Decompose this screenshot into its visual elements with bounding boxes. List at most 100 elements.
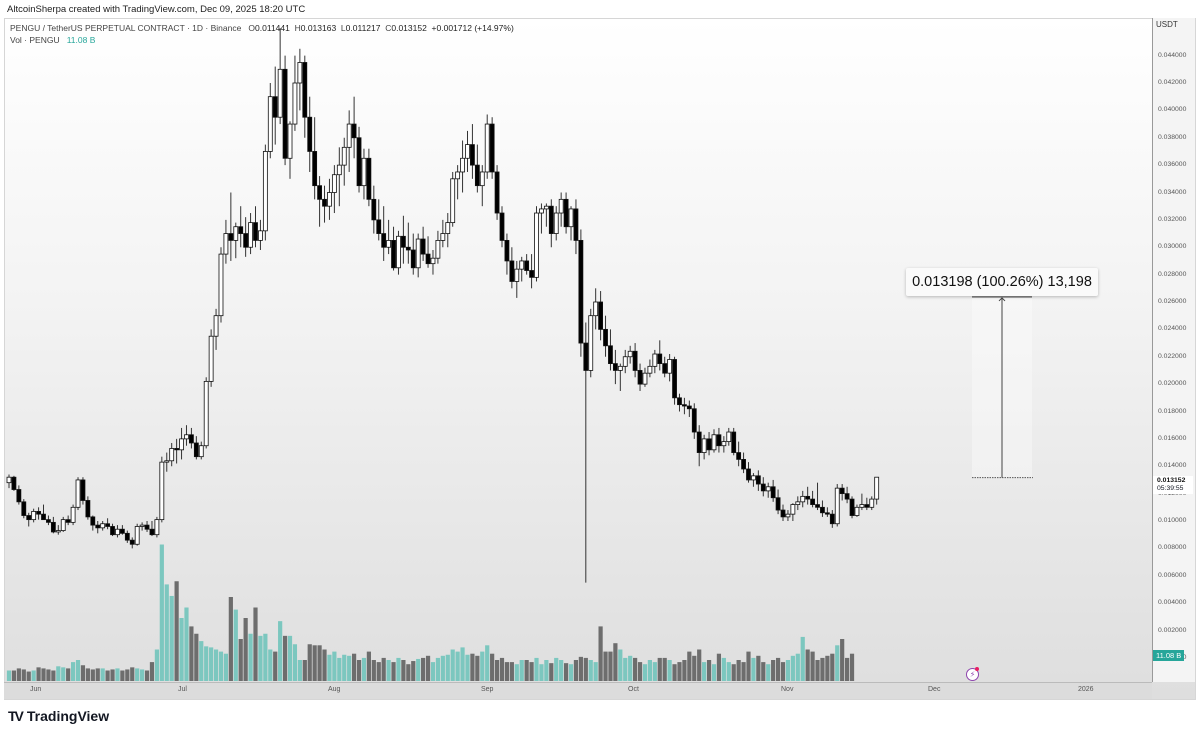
- candle-down: [282, 68, 288, 159]
- volume-bar: [563, 663, 569, 681]
- candle-down: [420, 238, 426, 255]
- volume-bar: [830, 653, 835, 681]
- candle-down: [105, 523, 110, 527]
- volume-bar: [618, 649, 623, 681]
- volume-label[interactable]: Vol · PENGU: [10, 35, 60, 45]
- candle-up: [198, 445, 204, 458]
- time-tick-label: Jun: [30, 686, 42, 693]
- candle-up: [336, 164, 342, 176]
- volume-bar: [312, 645, 317, 681]
- volume-bar: [238, 639, 243, 681]
- volume-bar: [746, 651, 751, 681]
- volume-bar: [667, 660, 672, 681]
- volume-bar: [337, 657, 342, 681]
- candle-down: [307, 116, 313, 152]
- volume-bar: [342, 654, 347, 681]
- candle-down: [26, 515, 32, 521]
- candle-up: [223, 233, 229, 255]
- lightning-event-icon[interactable]: ⚡: [966, 668, 979, 681]
- symbol-title[interactable]: PENGU / TetherUS PERPETUAL CONTRACT · 1D…: [10, 23, 242, 33]
- candle-down: [410, 249, 416, 269]
- candle-up: [292, 82, 298, 125]
- volume-bar: [213, 649, 219, 681]
- candle-up: [55, 530, 61, 533]
- volume-bar: [194, 633, 199, 681]
- candle-up: [785, 513, 791, 518]
- volume-bar: [529, 662, 534, 681]
- price-tick-label: 0.016000: [1158, 434, 1187, 442]
- volume-bar: [657, 657, 662, 681]
- change-value: +0.001712 (+14.97%): [431, 23, 514, 33]
- volume-bar: [568, 664, 574, 681]
- candle-up: [287, 123, 293, 159]
- volume-bar: [361, 657, 367, 681]
- candle-down: [189, 434, 194, 444]
- volume-bar: [475, 655, 480, 681]
- volume-bar: [736, 660, 741, 681]
- volume-bar: [228, 597, 233, 681]
- candle-up: [765, 486, 771, 492]
- price-tick-label: 0.030000: [1158, 243, 1187, 251]
- volume-bar: [603, 651, 608, 681]
- candle-down: [11, 476, 17, 490]
- candle-up: [164, 460, 170, 463]
- candle-down: [563, 198, 569, 228]
- candle-down: [376, 219, 382, 234]
- candle-up: [558, 198, 564, 214]
- volume-bar: [135, 668, 140, 681]
- candle-up: [115, 528, 120, 536]
- candle-down: [691, 408, 697, 433]
- volume-bar: [149, 662, 155, 681]
- candle-down: [366, 157, 372, 200]
- candle-up: [450, 178, 456, 224]
- time-axis[interactable]: [4, 682, 1152, 699]
- volume-bar: [672, 664, 677, 681]
- volume-bar: [258, 635, 263, 681]
- close-label: C: [385, 23, 392, 33]
- volume-bar: [278, 621, 283, 681]
- candle-up: [790, 504, 796, 515]
- candle-up: [568, 208, 574, 228]
- price-tick-label: 0.014000: [1158, 462, 1187, 470]
- price-axis[interactable]: [1152, 18, 1195, 682]
- candle-down: [504, 240, 510, 262]
- candle-down: [474, 164, 480, 187]
- volume-bar: [785, 660, 791, 681]
- price-axis-unit[interactable]: USDT: [1156, 20, 1178, 29]
- price-chart-canvas[interactable]: [4, 18, 1152, 682]
- volume-bar: [795, 653, 800, 681]
- volume-bar: [534, 657, 539, 681]
- candle-up: [465, 144, 470, 159]
- volume-bar: [169, 595, 174, 681]
- candle-down: [805, 495, 811, 500]
- candle-down: [16, 489, 22, 503]
- volume-bar: [559, 660, 564, 681]
- volume-bar: [85, 668, 90, 681]
- volume-bar: [297, 660, 302, 681]
- candle-down: [351, 123, 357, 139]
- volume-bar: [509, 662, 514, 681]
- candle-up: [361, 157, 367, 187]
- candle-down: [494, 171, 500, 214]
- close-value: 0.013152: [391, 23, 427, 33]
- volume-bar: [820, 657, 825, 681]
- candle-down: [755, 475, 761, 485]
- volume-bar: [460, 647, 465, 681]
- volume-bar: [721, 657, 726, 681]
- candle-down: [824, 512, 830, 515]
- measure-tool-label[interactable]: 0.013198 (100.26%) 13,198: [906, 268, 1098, 296]
- candle-down: [36, 511, 41, 515]
- volume-bar: [307, 644, 312, 681]
- candle-down: [400, 235, 406, 248]
- volume-bar: [292, 644, 298, 681]
- candle-up: [100, 523, 106, 529]
- candle-down: [529, 270, 534, 278]
- candle-down: [405, 246, 411, 251]
- volume-bar: [544, 660, 549, 681]
- candle-up: [721, 441, 727, 447]
- volume-bar: [356, 660, 362, 681]
- volume-bar: [6, 670, 12, 681]
- volume-bar: [751, 657, 756, 681]
- candle-up: [248, 222, 253, 248]
- volume-bar: [583, 657, 588, 681]
